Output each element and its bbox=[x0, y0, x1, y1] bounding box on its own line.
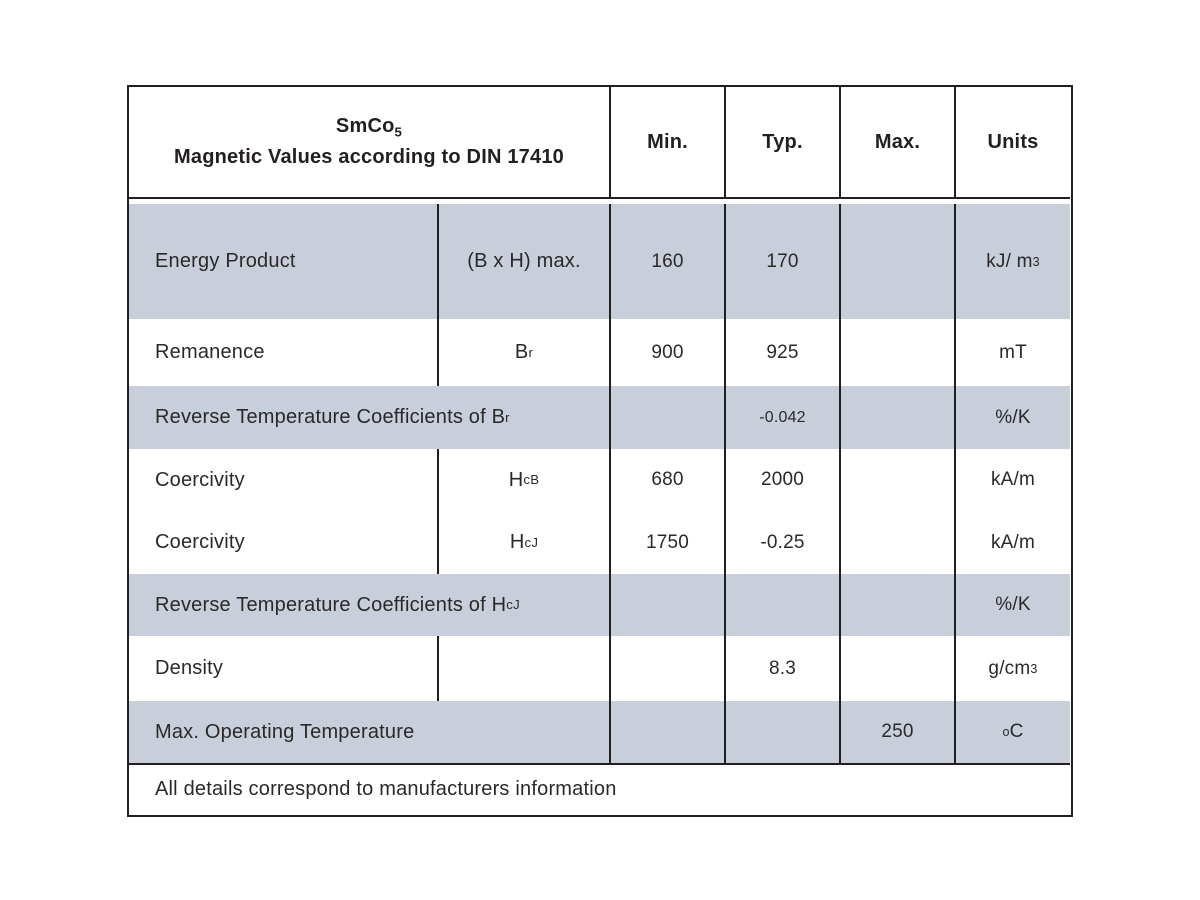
col-header-min: Min. bbox=[609, 87, 724, 199]
row-remanence-typ: 925 bbox=[724, 319, 839, 386]
row-density-symbol bbox=[437, 636, 609, 701]
row-density-max bbox=[839, 636, 954, 701]
row-max-temp-max: 250 bbox=[839, 701, 954, 763]
magnetic-values-table: SmCo5 Magnetic Values according to DIN 1… bbox=[127, 85, 1073, 817]
row-energy-product-min: 160 bbox=[609, 204, 724, 319]
row-coercivity-hcb-max bbox=[839, 449, 954, 511]
row-coercivity-hcj-max bbox=[839, 511, 954, 574]
col-header-max: Max. bbox=[839, 87, 954, 199]
row-coercivity-hcb-min: 680 bbox=[609, 449, 724, 511]
row-rtc-hcj-unit: %/K bbox=[954, 574, 1070, 636]
col-header-units: Units bbox=[954, 87, 1070, 199]
row-energy-product-typ: 170 bbox=[724, 204, 839, 319]
row-remanence-max bbox=[839, 319, 954, 386]
col-header-typ: Typ. bbox=[724, 87, 839, 199]
row-coercivity-hcj-min: 1750 bbox=[609, 511, 724, 574]
row-coercivity-hcj-name: Coercivity bbox=[155, 531, 245, 553]
row-max-temp-name: Max. Operating Temperature bbox=[129, 701, 609, 763]
row-rtc-br-unit: %/K bbox=[954, 386, 1070, 449]
row-coercivity-hcj-typ: -0.25 bbox=[724, 511, 839, 574]
row-rtc-hcj-min bbox=[609, 574, 724, 636]
row-density-min bbox=[609, 636, 724, 701]
row-rtc-hcj-typ bbox=[724, 574, 839, 636]
table-title-standard: Magnetic Values according to DIN 17410 bbox=[174, 146, 564, 168]
row-remanence-name: Remanence bbox=[155, 341, 265, 363]
row-remanence-unit: mT bbox=[954, 319, 1070, 386]
row-coercivity-hcb-name: Coercivity bbox=[155, 468, 245, 491]
row-energy-product-max bbox=[839, 204, 954, 319]
table-title-material: SmCo5 bbox=[335, 115, 403, 140]
header-body-gap bbox=[129, 199, 1070, 204]
table-title: SmCo5 Magnetic Values according to DIN 1… bbox=[129, 87, 609, 199]
row-coercivity-hcb-typ: 2000 bbox=[724, 449, 839, 511]
row-rtc-br-min bbox=[609, 386, 724, 449]
row-energy-product-symbol: (B x H) max. bbox=[437, 204, 609, 319]
row-energy-product-name: Energy Product bbox=[129, 204, 437, 319]
row-max-temp-min bbox=[609, 701, 724, 763]
row-coercivity-hcb-unit: kA/m bbox=[954, 449, 1070, 511]
row-max-temp-typ bbox=[724, 701, 839, 763]
footer-note: All details correspond to manufacturers … bbox=[129, 763, 1070, 814]
row-rtc-hcj-max bbox=[839, 574, 954, 636]
row-density-name: Density bbox=[155, 657, 224, 679]
row-rtc-br-typ: -0.042 bbox=[724, 386, 839, 449]
row-density-unit: g/cm 3 bbox=[954, 636, 1070, 701]
row-coercivity-hcj-unit: kA/m bbox=[954, 511, 1070, 574]
row-remanence-min: 900 bbox=[609, 319, 724, 386]
row-density-typ: 8.3 bbox=[724, 636, 839, 701]
title-subscript: 5 bbox=[394, 124, 403, 140]
row-rtc-br-max bbox=[839, 386, 954, 449]
